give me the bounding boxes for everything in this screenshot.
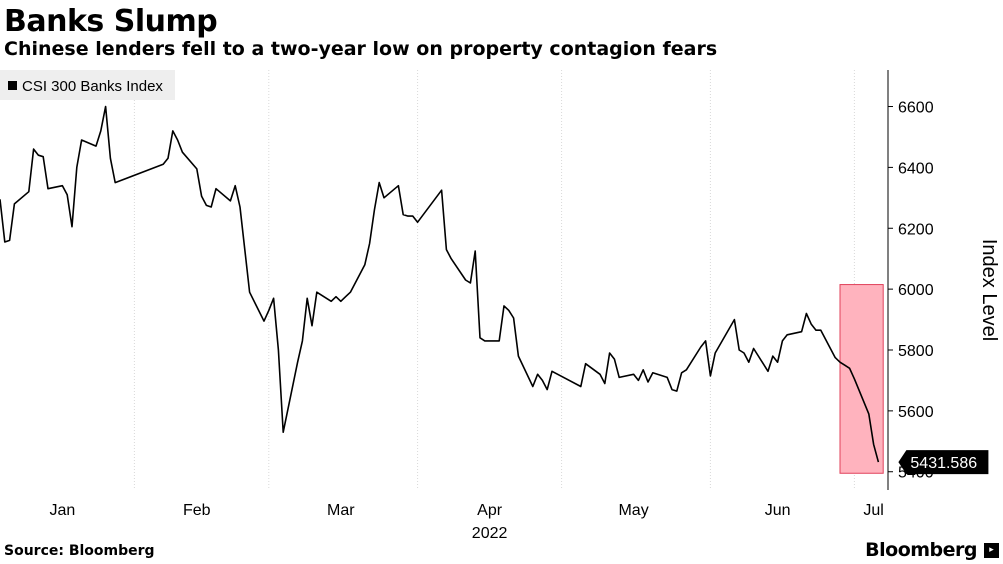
- source-note: Source: Bloomberg: [4, 543, 155, 559]
- gridlines: [133, 70, 855, 490]
- y-tick-label: 6400: [898, 160, 934, 177]
- highlight-region: [839, 284, 884, 474]
- legend-box: [0, 70, 175, 100]
- y-tick-label: 6600: [898, 100, 934, 117]
- legend: CSI 300 Banks Index: [0, 70, 175, 100]
- x-tick-label: Jun: [765, 502, 791, 519]
- last-value-layer: 5431.586: [898, 450, 989, 475]
- highlight-box: [839, 284, 884, 474]
- x-tick-label: Jan: [50, 502, 76, 519]
- series-layer: [0, 105, 880, 463]
- last-value-label: 5431.586: [910, 455, 977, 472]
- bloomberg-logo: Bloomberg: [865, 539, 977, 561]
- y-tick-label: 5600: [898, 404, 934, 421]
- legend-label: CSI 300 Banks Index: [22, 78, 163, 95]
- series-line-csi300-banks: [0, 105, 880, 463]
- y-tick-label: 6200: [898, 221, 934, 238]
- legend-swatch: [8, 81, 17, 90]
- x-tick-label: Mar: [327, 502, 355, 519]
- y-axis-title: Index Level: [978, 239, 1000, 341]
- y-tick-label: 5800: [898, 343, 934, 360]
- chart-title: Banks Slump: [4, 4, 218, 39]
- last-value-badge: [898, 450, 989, 475]
- y-tick-label: 6000: [898, 282, 934, 299]
- x-tick-label: May: [618, 502, 648, 519]
- x-tick-label: Apr: [477, 502, 503, 519]
- bloomberg-badge-icon: ▸: [984, 543, 999, 558]
- x-tick-label: Jul: [863, 502, 883, 519]
- chart-subtitle: Chinese lenders fell to a two-year low o…: [4, 38, 718, 60]
- x-tick-label: Feb: [183, 502, 211, 519]
- x-year-label: 2022: [472, 525, 508, 542]
